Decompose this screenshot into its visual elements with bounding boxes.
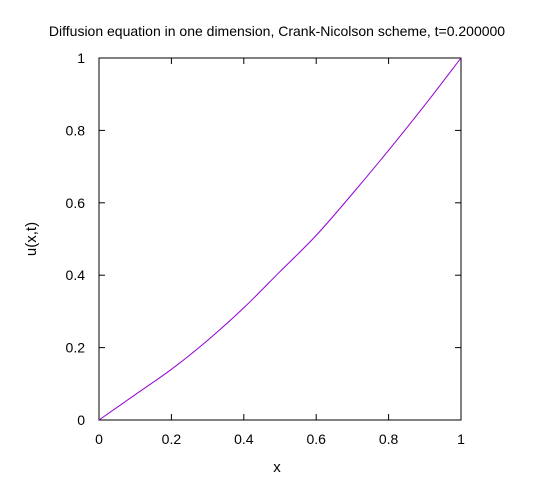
y-tick-label: 0.6 <box>66 195 86 211</box>
series-layer <box>98 57 462 421</box>
y-tick-label: 1 <box>77 50 85 66</box>
x-tick-label: 0.2 <box>162 431 182 447</box>
x-tick-label: 0.8 <box>379 431 399 447</box>
plot-area-border <box>98 57 462 421</box>
x-tick-label: 0.6 <box>306 431 326 447</box>
series-line <box>98 57 462 421</box>
y-tick-label: 0.4 <box>66 267 86 283</box>
y-tick-label: 0 <box>77 412 85 428</box>
x-tick-label: 1 <box>457 431 465 447</box>
y-axis-label: u(x,t) <box>23 222 40 256</box>
y-tick-label: 0.8 <box>66 122 86 138</box>
x-axis-label: x <box>273 459 281 476</box>
axis-ticks <box>98 57 462 421</box>
x-tick-label: 0.4 <box>234 431 254 447</box>
y-tick-label: 0.2 <box>66 340 86 356</box>
axis-tick-labels: 0 0.2 0.4 0.6 0.8 1 0 0.2 0.4 0.6 0.8 1 <box>66 50 466 447</box>
chart-title: Diffusion equation in one dimension, Cra… <box>49 23 505 39</box>
x-tick-label: 0 <box>95 431 103 447</box>
